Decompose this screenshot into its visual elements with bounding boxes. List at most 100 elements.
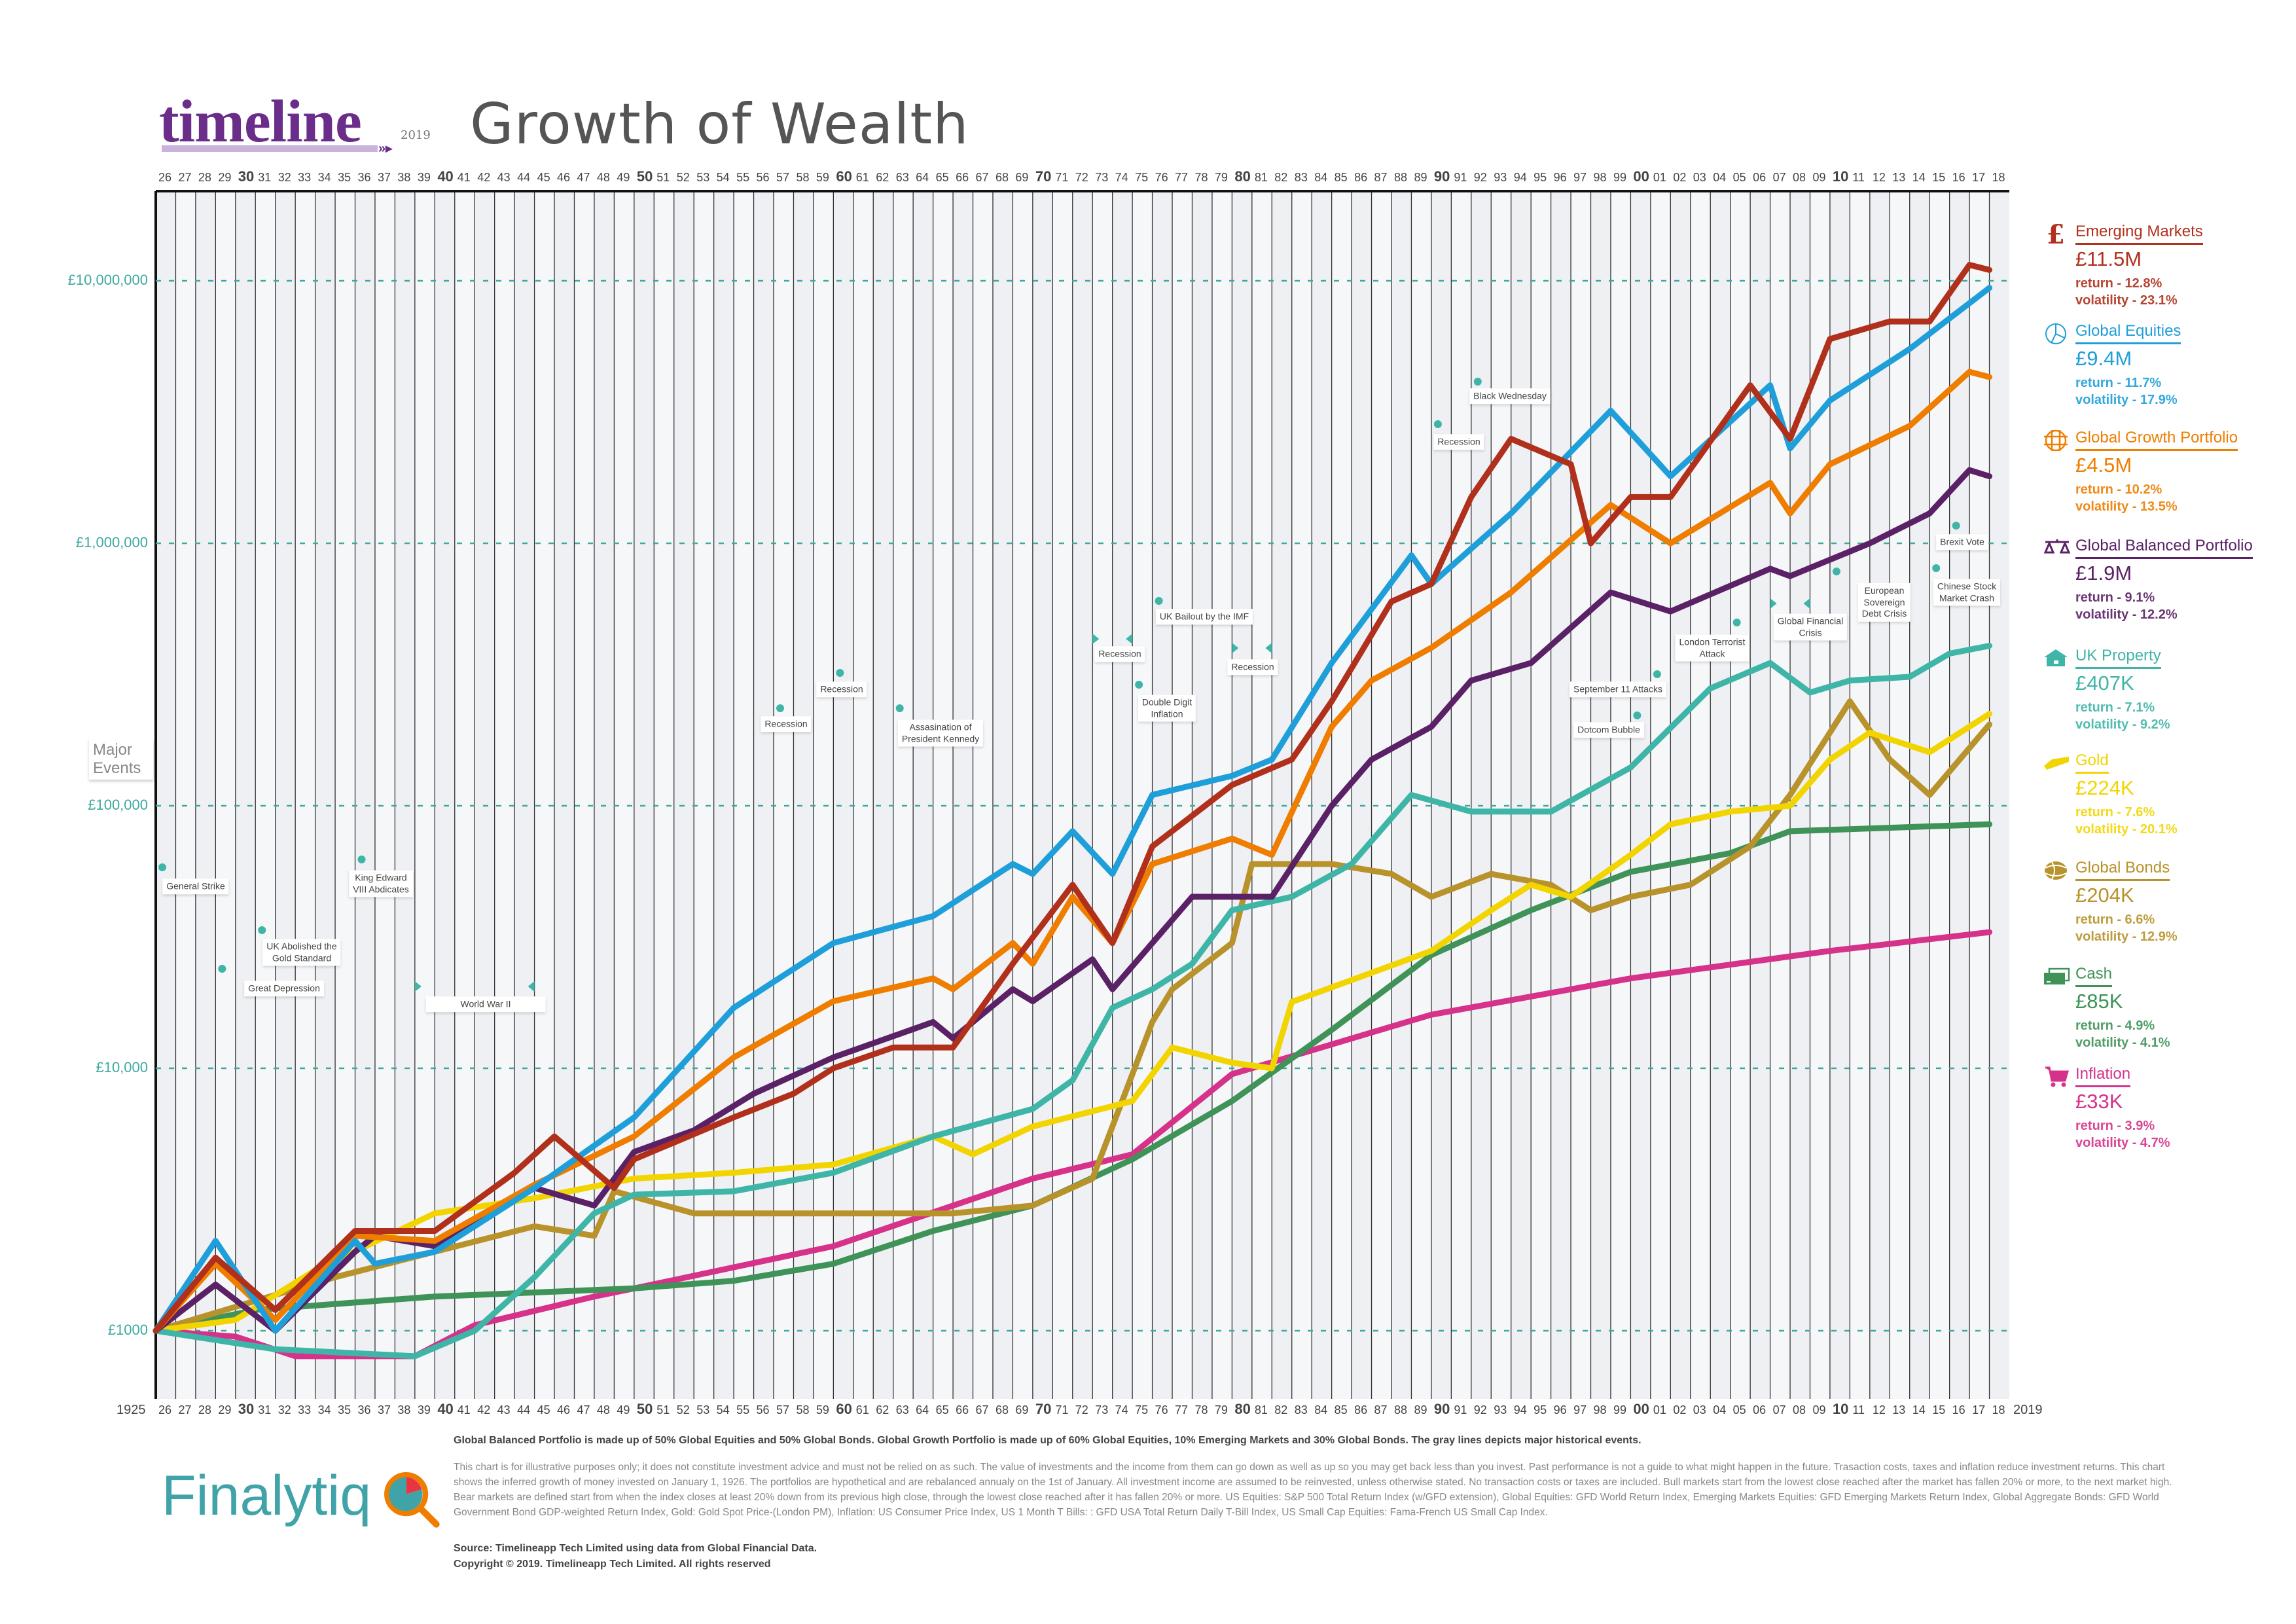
x-tick-label-bottom: 62 [876, 1403, 889, 1416]
x-tick-label-bottom: 51 [656, 1403, 670, 1416]
portfolio-composition-note: Global Balanced Portfolio is made up of … [454, 1435, 1641, 1446]
x-tick-label-top: 66 [956, 171, 969, 184]
x-tick-label-top: 08 [1793, 171, 1806, 184]
legend-value: £9.4M [2075, 347, 2132, 370]
x-tick-label-top: 41 [457, 171, 471, 184]
timeline-logo-bar [162, 145, 378, 152]
series-line-inflation [152, 929, 1993, 1360]
legend-name: Global Bonds [2075, 859, 2170, 881]
source-block: Source: Timelineapp Tech Limited using d… [454, 1541, 817, 1572]
x-tick-label-top: 47 [577, 171, 590, 184]
x-tick-label-top: 51 [656, 171, 670, 184]
disclaimer-text: This chart is for illustrative purposes … [454, 1462, 2172, 1518]
copyright-text: Copyright © 2019. Timelineapp Tech Limit… [454, 1559, 771, 1570]
year-column [1730, 191, 1751, 1399]
x-tick-label-top: 37 [378, 171, 391, 184]
legend-name: Global Growth Portfolio [2075, 429, 2238, 451]
x-tick-label-top: 29 [218, 171, 231, 184]
x-tick-label-top: 98 [1594, 171, 1607, 184]
year-column [1690, 191, 1711, 1399]
x-tick-label-top: 62 [876, 171, 889, 184]
event-end-marker-icon [1265, 643, 1272, 653]
x-tick-label-bottom: 36 [358, 1403, 371, 1416]
x-tick-label-bottom: 05 [1733, 1403, 1746, 1416]
x-tick-label-bottom: 00 [1633, 1401, 1649, 1417]
x-tick-label-top: 54 [717, 171, 730, 184]
x-tick-label-bottom: 86 [1354, 1403, 1367, 1416]
x-tick-label-bottom: 63 [896, 1403, 909, 1416]
event-label: Recession [1094, 646, 1145, 662]
x-tick-label-bottom: 85 [1335, 1403, 1348, 1416]
x-tick-label-top: 58 [796, 171, 809, 184]
x-tick-label-bottom: 83 [1295, 1403, 1308, 1416]
x-tick-label-bottom: 72 [1075, 1403, 1088, 1416]
x-tick-label-bottom: 60 [836, 1401, 852, 1417]
event-start-marker-icon [1232, 643, 1239, 653]
x-tick-label-top: 03 [1693, 171, 1706, 184]
x-tick-label-top: 77 [1175, 171, 1188, 184]
legend-value: £33K [2075, 1090, 2123, 1113]
logo-year: 2019 [401, 128, 431, 142]
x-tick-label-bottom: 30 [238, 1401, 254, 1417]
x-tick-label-top: 17 [1972, 171, 1985, 184]
year-column [1431, 191, 1452, 1399]
year-column [1850, 191, 1870, 1399]
x-tick-label-top: 44 [517, 171, 530, 184]
x-tick-label-top: 30 [238, 168, 254, 185]
x-tick-label-bottom: 57 [776, 1403, 789, 1416]
event-start-marker-icon [414, 981, 422, 992]
event-label: Recession [816, 681, 867, 697]
y-tick-label: £1,000,000 [75, 534, 148, 550]
x-tick-label-bottom: 71 [1055, 1403, 1068, 1416]
x-tick-label-bottom: 13 [1892, 1403, 1905, 1416]
event-dot-icon [1932, 564, 1941, 572]
legend-name: Inflation [2075, 1065, 2131, 1087]
legend-return: return - 10.2% [2075, 482, 2162, 497]
year-column [395, 191, 415, 1399]
magnifier-pie-icon [384, 1472, 440, 1528]
year-column [654, 191, 674, 1399]
legend-volatility: volatility - 13.5% [2075, 499, 2178, 514]
year-column [1869, 191, 1890, 1399]
x-tick-label-top: 64 [916, 171, 929, 184]
y-tick-label: £10,000 [96, 1059, 148, 1075]
legend-volatility: volatility - 17.9% [2075, 393, 2178, 407]
x-tick-label-bottom: 61 [856, 1403, 869, 1416]
event-label: London Terrorist Attack [1675, 634, 1749, 662]
year-column [774, 191, 794, 1399]
x-tick-label-top: 89 [1414, 171, 1427, 184]
year-column [1590, 191, 1611, 1399]
x-tick-label-top: 04 [1713, 171, 1726, 184]
x-tick-label-bottom: 52 [677, 1403, 690, 1416]
year-column [673, 191, 694, 1399]
event-end-marker-icon [1803, 598, 1810, 609]
legend-return: return - 11.7% [2075, 376, 2162, 390]
event-dot-icon [1135, 681, 1143, 689]
event-end-marker-icon [528, 981, 535, 992]
y-tick-label: £100,000 [88, 797, 148, 813]
x-tick-label-bottom: 69 [1015, 1403, 1028, 1416]
year-column [634, 191, 655, 1399]
x-tick-label-top: 81 [1255, 171, 1268, 184]
event-dot-icon [1952, 522, 1960, 530]
year-column [1949, 191, 1970, 1399]
x-tick-label-top: 40 [437, 168, 453, 185]
x-tick-label-bottom: 18 [1992, 1403, 2005, 1416]
year-column [315, 191, 336, 1399]
legend-return: return - 12.8% [2075, 276, 2162, 291]
year-column [1989, 191, 2009, 1399]
year-column [215, 191, 236, 1399]
year-column [235, 191, 256, 1399]
x-tick-label-bottom: 73 [1095, 1403, 1108, 1416]
gold-bar-icon [2044, 757, 2069, 770]
x-tick-label-top: 71 [1055, 171, 1068, 184]
year-column [1610, 191, 1631, 1399]
x-tick-label-top: 28 [198, 171, 211, 184]
event-dot-icon [1653, 670, 1661, 678]
x-tick-label-bottom: 76 [1155, 1403, 1168, 1416]
year-column [793, 191, 814, 1399]
x-tick-label-bottom: 40 [437, 1401, 453, 1417]
x-tick-label-top: 94 [1514, 171, 1527, 184]
x-tick-label-bottom: 06 [1753, 1403, 1766, 1416]
x-tick-label-bottom: 04 [1713, 1403, 1726, 1416]
